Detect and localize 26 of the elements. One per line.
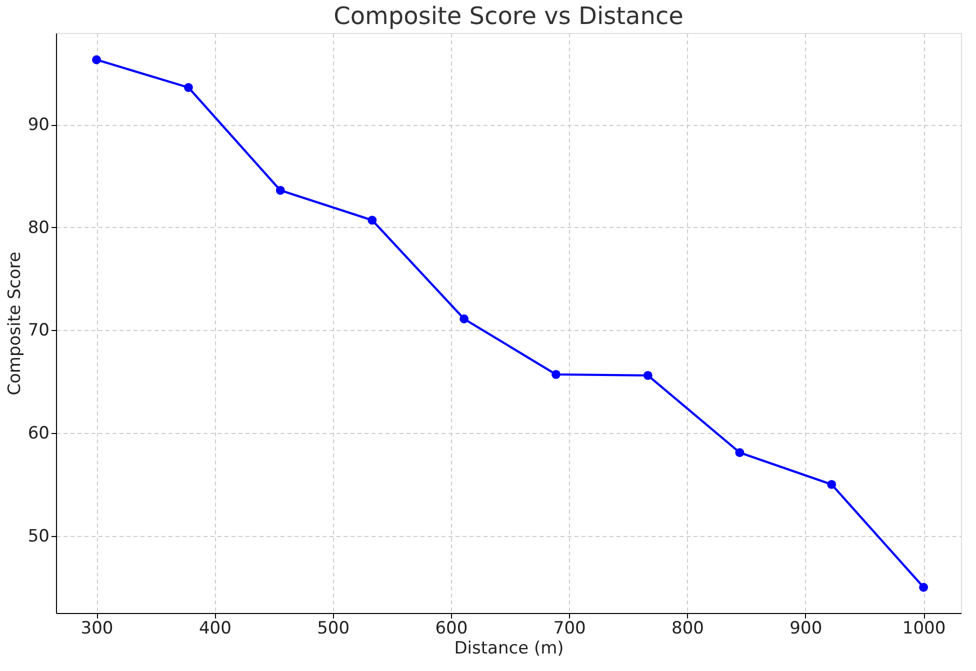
y-tick-label: 80 — [28, 218, 50, 238]
x-tick-label: 500 — [317, 618, 350, 638]
y-axis-title: Composite Score — [4, 252, 25, 396]
point — [735, 448, 744, 458]
point — [919, 582, 928, 592]
point — [368, 216, 377, 225]
x-tick-label: 300 — [80, 618, 114, 638]
point — [643, 370, 652, 380]
x-tick-label: 900 — [790, 618, 822, 638]
x-tick-label: 400 — [198, 618, 232, 638]
point — [827, 480, 836, 489]
x-axis-title: Distance (m) — [454, 638, 564, 658]
x-tick-label: 700 — [553, 618, 586, 638]
y-tick-label: 60 — [28, 424, 50, 444]
y-tick-label: 70 — [28, 320, 50, 341]
point — [276, 186, 285, 195]
x-tick-label: 600 — [435, 618, 468, 638]
point — [460, 314, 469, 324]
point — [552, 370, 560, 379]
point — [92, 55, 101, 64]
y-tick-label: 90 — [28, 115, 50, 136]
point — [184, 83, 193, 92]
chart-title: Composite Score vs Distance — [334, 2, 684, 30]
x-tick-label: 1000 — [902, 618, 946, 638]
y-tick-label: 50 — [28, 526, 50, 546]
x-tick-label: 800 — [672, 618, 704, 638]
